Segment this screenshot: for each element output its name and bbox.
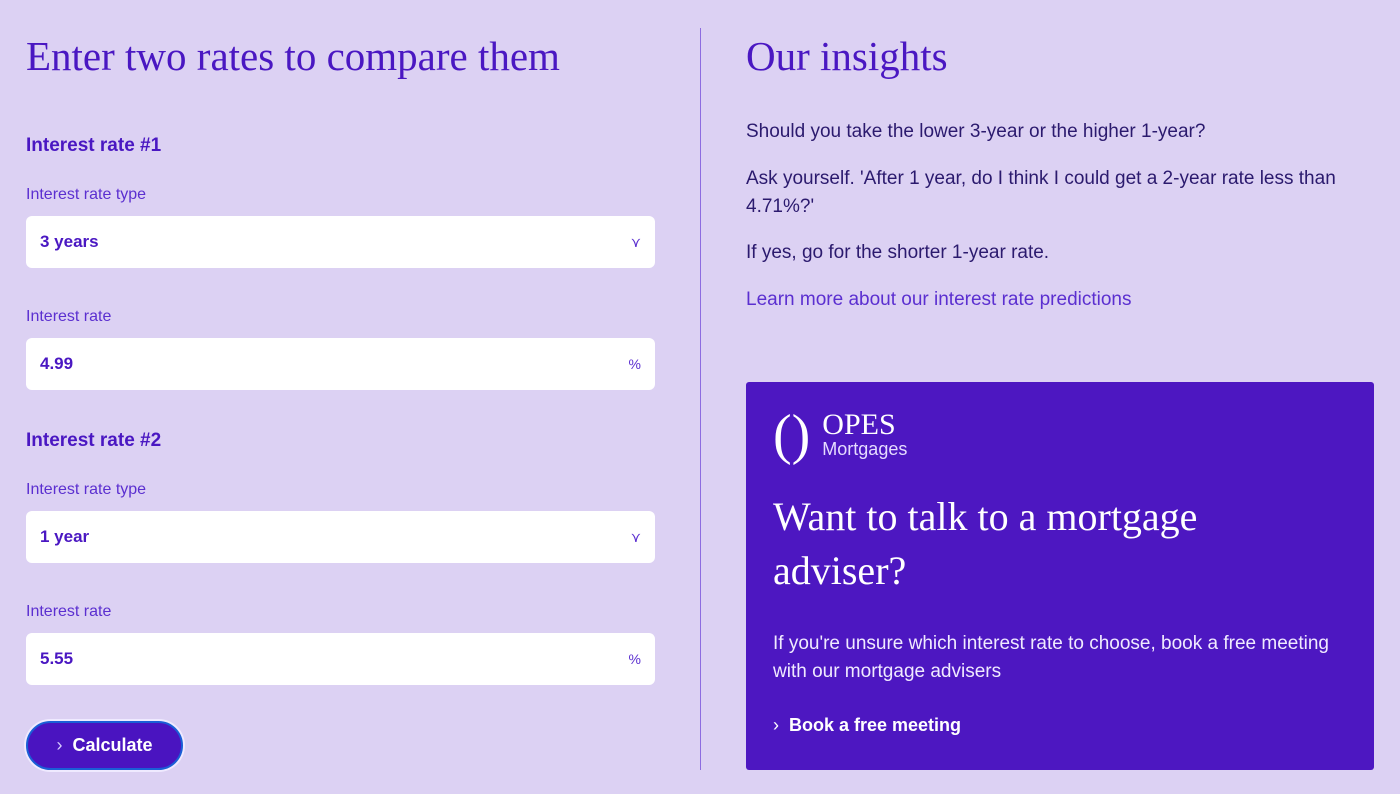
insight-question: Should you take the lower 3-year or the … — [746, 121, 1206, 142]
percent-suffix: % — [628, 651, 641, 667]
rate2-type-label: Interest rate type — [26, 481, 147, 498]
insight-advice: Ask yourself. 'After 1 year, do I think … — [746, 168, 1336, 217]
rate1-type-label: Interest rate type — [26, 186, 147, 203]
rate2-type-select[interactable]: 1 year ⋎ — [26, 511, 655, 563]
insights-title: Our insights — [746, 33, 948, 79]
card-text: If you're unsure which interest rate to … — [773, 633, 1329, 682]
card-heading: Want to talk to a mortgage adviser? — [773, 494, 1198, 593]
brand-sub: Mortgages — [822, 438, 908, 459]
rate2-rate-value: 5.55 — [40, 649, 74, 668]
chevron-right-icon: › — [56, 735, 63, 755]
book-meeting-label: Book a free meeting — [789, 715, 962, 735]
book-meeting-link[interactable]: › Book a free meeting — [773, 715, 961, 736]
calculate-label: Calculate — [72, 735, 153, 755]
rate1-rate-input[interactable]: 4.99 % — [26, 338, 655, 390]
rate2-type-value: 1 year — [40, 527, 90, 546]
chevron-down-icon: ⋎ — [630, 528, 641, 545]
rate2-rate-input[interactable]: 5.55 % — [26, 633, 655, 685]
percent-suffix: % — [628, 356, 641, 372]
chevron-down-icon: ⋎ — [630, 233, 641, 250]
rate1-type-select[interactable]: 3 years ⋎ — [26, 216, 655, 268]
chevron-right-icon: › — [773, 715, 779, 735]
rate2-heading: Interest rate #2 — [26, 430, 162, 451]
form-title: Enter two rates to compare them — [26, 33, 560, 79]
rate1-type-value: 3 years — [40, 232, 99, 251]
rate1-rate-value: 4.99 — [40, 354, 74, 373]
rate1-rate-label: Interest rate — [26, 308, 112, 325]
brand-name: OPES — [822, 407, 896, 441]
opes-logo: () OPES Mortgages — [773, 404, 908, 466]
rate2-rate-label: Interest rate — [26, 603, 112, 620]
interest-rate-predictions-link[interactable]: Learn more about our interest rate predi… — [746, 289, 1132, 310]
calculate-button[interactable]: › Calculate — [26, 721, 183, 770]
column-divider — [700, 28, 701, 770]
insight-conclusion: If yes, go for the shorter 1-year rate. — [746, 242, 1050, 263]
rate1-heading: Interest rate #1 — [26, 135, 162, 156]
adviser-card: () OPES Mortgages Want to talk to a mort… — [746, 382, 1374, 770]
logo-mark-icon: () — [773, 404, 811, 466]
